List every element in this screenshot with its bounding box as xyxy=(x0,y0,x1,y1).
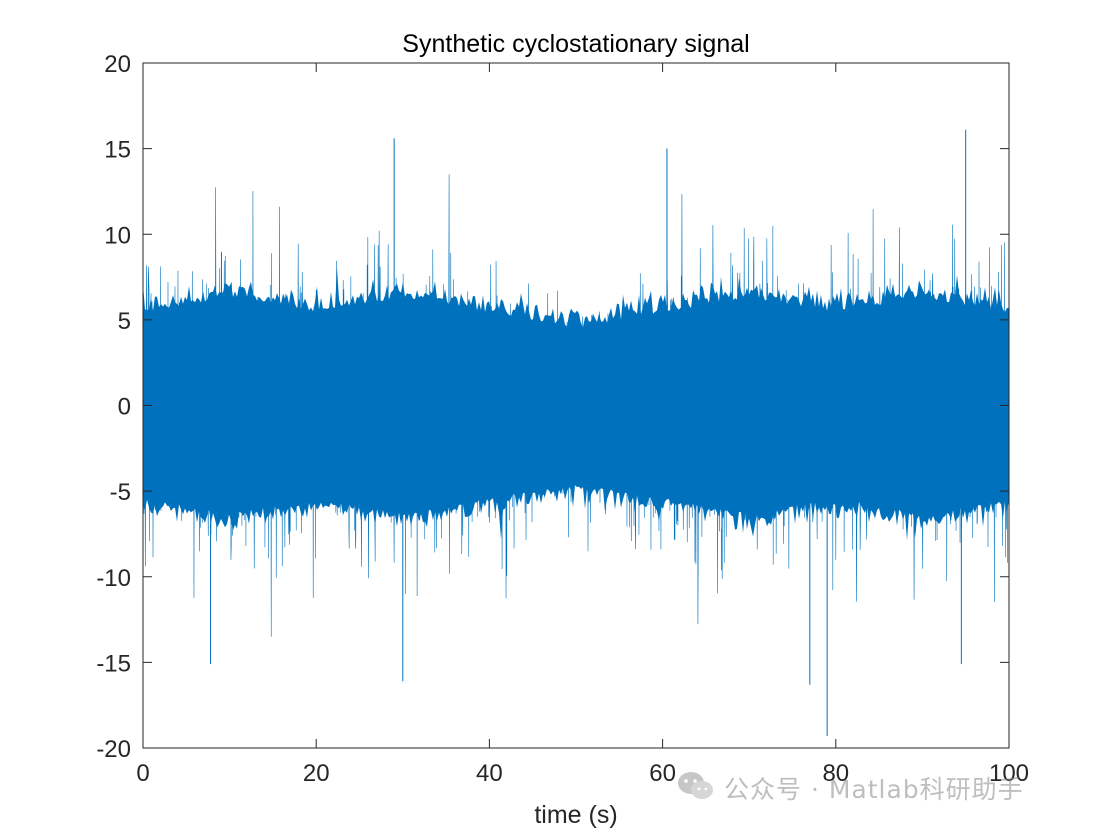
watermark: 公众号 · Matlab科研助手 xyxy=(676,768,1024,808)
y-tick-label: 15 xyxy=(104,137,131,164)
chart-title: Synthetic cyclostationary signal xyxy=(402,30,749,58)
x-tick-label: 20 xyxy=(303,760,330,787)
x-tick-label: 0 xyxy=(136,760,149,787)
y-tick-label: 5 xyxy=(118,308,131,335)
y-tick-label: 0 xyxy=(118,394,131,421)
watermark-text: 公众号 · Matlab科研助手 xyxy=(724,775,1024,804)
x-tick-label: 80 xyxy=(822,760,849,787)
x-tick-label: 40 xyxy=(476,760,503,787)
signal-line xyxy=(142,174,1010,637)
y-tick-label: -10 xyxy=(96,565,131,592)
axes: 0 20 40 60 80 100 20 15 10 5 0 -5 -10 -15 -20 xyxy=(96,51,1029,787)
signal-series xyxy=(142,129,1010,737)
y-tick-label: 20 xyxy=(104,51,131,78)
x-tick-label: 100 xyxy=(989,760,1029,787)
x-tick-label: 60 xyxy=(649,760,676,787)
y-tick-label: 10 xyxy=(104,222,131,249)
y-tick-label: -15 xyxy=(96,650,131,677)
y-tick-label: -20 xyxy=(96,736,131,763)
y-tick-label: -5 xyxy=(110,479,131,506)
wechat-icon xyxy=(676,769,716,808)
x-axis-label: time (s) xyxy=(534,801,617,829)
